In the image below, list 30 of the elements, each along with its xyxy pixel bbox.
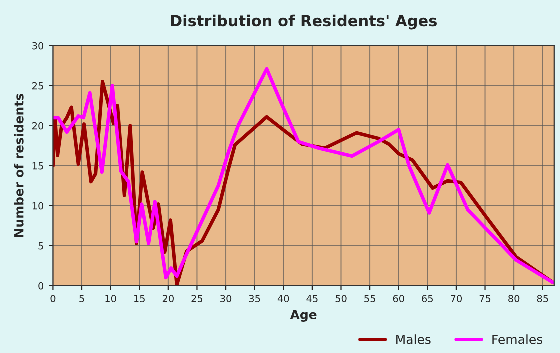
legend-label: Females: [492, 334, 543, 344]
y-tick-label: 20: [32, 122, 44, 130]
x-tick-label: 85: [537, 295, 548, 302]
x-tick-label: 5: [80, 295, 84, 302]
y-tick-label: 15: [32, 162, 44, 170]
y-tick-label: 5: [38, 242, 44, 250]
legend-label: Males: [396, 334, 431, 344]
y-tick-label: 25: [32, 82, 44, 90]
x-tick-label: 35: [249, 295, 260, 302]
y-tick-label: 0: [38, 282, 44, 290]
x-tick-label: 65: [422, 295, 433, 302]
x-axis-title: Age: [290, 310, 317, 322]
y-tick-label: 30: [32, 42, 44, 50]
x-tick-label: 15: [134, 295, 145, 302]
x-tick-label: 55: [364, 295, 376, 302]
x-tick-label: 40: [278, 295, 290, 302]
y-axis-title: Number of residents: [14, 94, 24, 238]
x-tick-label: 80: [508, 295, 520, 302]
x-tick-label: 60: [393, 295, 404, 302]
x-tick-label: 20: [162, 295, 174, 302]
x-tick-label: 25: [192, 295, 203, 302]
x-tick-label: 50: [336, 295, 347, 302]
y-tick-label: 10: [32, 202, 44, 210]
x-tick-label: 30: [220, 295, 232, 302]
x-tick-label: 0: [50, 295, 56, 302]
chart-title: Distribution of Residents' Ages: [171, 14, 437, 30]
x-tick-label: 45: [306, 295, 318, 302]
x-tick-label: 70: [451, 295, 462, 302]
x-tick-label: 10: [106, 295, 116, 302]
x-tick-label: 75: [480, 295, 491, 302]
